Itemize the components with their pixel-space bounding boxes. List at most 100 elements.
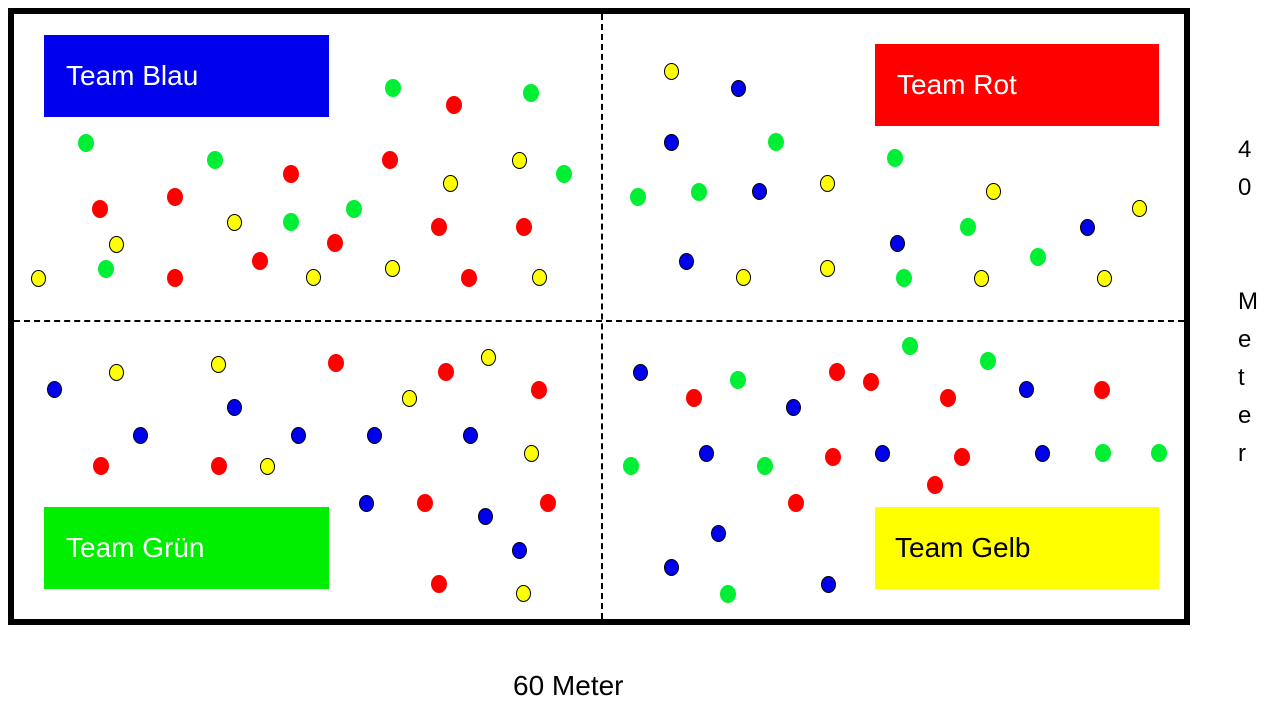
- player-dot-yellow: [819, 174, 835, 192]
- player-dot-red: [431, 218, 447, 236]
- height-dimension-label: 4 0 M e t e r: [1238, 131, 1258, 473]
- team-label-rot: Team Rot: [875, 44, 1159, 126]
- player-dot-yellow: [226, 213, 242, 231]
- player-dot-green: [720, 585, 736, 603]
- player-dot-red: [829, 363, 845, 381]
- player-dot-yellow: [210, 355, 226, 373]
- player-dot-yellow: [515, 584, 531, 602]
- player-dot-red: [167, 188, 183, 206]
- player-dot-yellow: [259, 457, 275, 475]
- height-label-char: e: [1238, 326, 1252, 353]
- player-dot-green: [1030, 248, 1046, 266]
- player-dot-blue: [290, 426, 306, 444]
- player-dot-red: [540, 494, 556, 512]
- player-dot-red: [327, 234, 343, 252]
- player-dot-blue: [663, 558, 679, 576]
- center-line-vertical: [601, 14, 603, 619]
- player-dot-blue: [751, 182, 767, 200]
- player-dot-green: [960, 218, 976, 236]
- team-label-blau: Team Blau: [44, 35, 329, 117]
- player-dot-red: [167, 269, 183, 287]
- player-dot-red: [328, 354, 344, 372]
- height-label-char: e: [1238, 402, 1252, 429]
- player-dot-blue: [678, 252, 694, 270]
- player-dot-blue: [820, 575, 836, 593]
- player-dot-yellow: [985, 182, 1001, 200]
- player-dot-green: [896, 269, 912, 287]
- player-dot-yellow: [30, 269, 46, 287]
- player-dot-red: [211, 457, 227, 475]
- player-dot-red: [825, 448, 841, 466]
- player-dot-red: [927, 476, 943, 494]
- height-label-char: M: [1238, 288, 1258, 315]
- player-dot-red: [438, 363, 454, 381]
- player-dot-yellow: [531, 268, 547, 286]
- player-dot-yellow: [384, 259, 400, 277]
- player-dot-red: [417, 494, 433, 512]
- player-dot-green: [346, 200, 362, 218]
- team-label-gelb: Team Gelb: [875, 507, 1159, 589]
- player-dot-red: [446, 96, 462, 114]
- player-dot-yellow: [663, 62, 679, 80]
- player-dot-blue: [663, 133, 679, 151]
- player-dot-green: [283, 213, 299, 231]
- player-dot-blue: [785, 398, 801, 416]
- player-dot-red: [461, 269, 477, 287]
- player-dot-green: [691, 183, 707, 201]
- height-label-gap: [1238, 207, 1258, 283]
- player-dot-green: [1095, 444, 1111, 462]
- player-dot-green: [385, 79, 401, 97]
- player-dot-blue: [1079, 218, 1095, 236]
- player-dot-red: [431, 575, 447, 593]
- width-dimension-label: 60 Meter: [513, 670, 624, 701]
- player-dot-yellow: [305, 268, 321, 286]
- player-dot-red: [788, 494, 804, 512]
- player-dot-red: [92, 200, 108, 218]
- player-dot-green: [757, 457, 773, 475]
- player-dot-red: [283, 165, 299, 183]
- player-dot-green: [730, 371, 746, 389]
- player-dot-red: [93, 457, 109, 475]
- player-dot-red: [252, 252, 268, 270]
- player-dot-blue: [511, 541, 527, 559]
- team-label-gruen: Team Grün: [44, 507, 329, 589]
- player-dot-blue: [462, 426, 478, 444]
- player-dot-blue: [477, 507, 493, 525]
- playing-field: [8, 8, 1190, 625]
- player-dot-blue: [889, 234, 905, 252]
- player-dot-yellow: [819, 259, 835, 277]
- player-dot-red: [516, 218, 532, 236]
- player-dot-blue: [132, 426, 148, 444]
- height-label-char: r: [1238, 440, 1246, 467]
- player-dot-red: [382, 151, 398, 169]
- player-dot-green: [902, 337, 918, 355]
- player-dot-green: [768, 133, 784, 151]
- player-dot-green: [556, 165, 572, 183]
- player-dot-blue: [366, 426, 382, 444]
- player-dot-green: [1151, 444, 1167, 462]
- player-dot-green: [523, 84, 539, 102]
- player-dot-yellow: [108, 363, 124, 381]
- player-dot-blue: [710, 524, 726, 542]
- player-dot-red: [954, 448, 970, 466]
- player-dot-green: [980, 352, 996, 370]
- player-dot-blue: [1018, 380, 1034, 398]
- player-dot-yellow: [735, 268, 751, 286]
- player-dot-red: [863, 373, 879, 391]
- player-dot-yellow: [401, 389, 417, 407]
- player-dot-blue: [698, 444, 714, 462]
- player-dot-red: [940, 389, 956, 407]
- player-dot-blue: [226, 398, 242, 416]
- player-dot-blue: [1034, 444, 1050, 462]
- height-label-char: 4: [1238, 136, 1252, 163]
- center-line-horizontal: [14, 320, 1184, 322]
- player-dot-red: [686, 389, 702, 407]
- player-dot-green: [78, 134, 94, 152]
- player-dot-yellow: [1096, 269, 1112, 287]
- height-label-char: 0: [1238, 174, 1252, 201]
- player-dot-yellow: [523, 444, 539, 462]
- player-dot-green: [887, 149, 903, 167]
- player-dot-green: [630, 188, 646, 206]
- player-dot-red: [1094, 381, 1110, 399]
- player-dot-green: [623, 457, 639, 475]
